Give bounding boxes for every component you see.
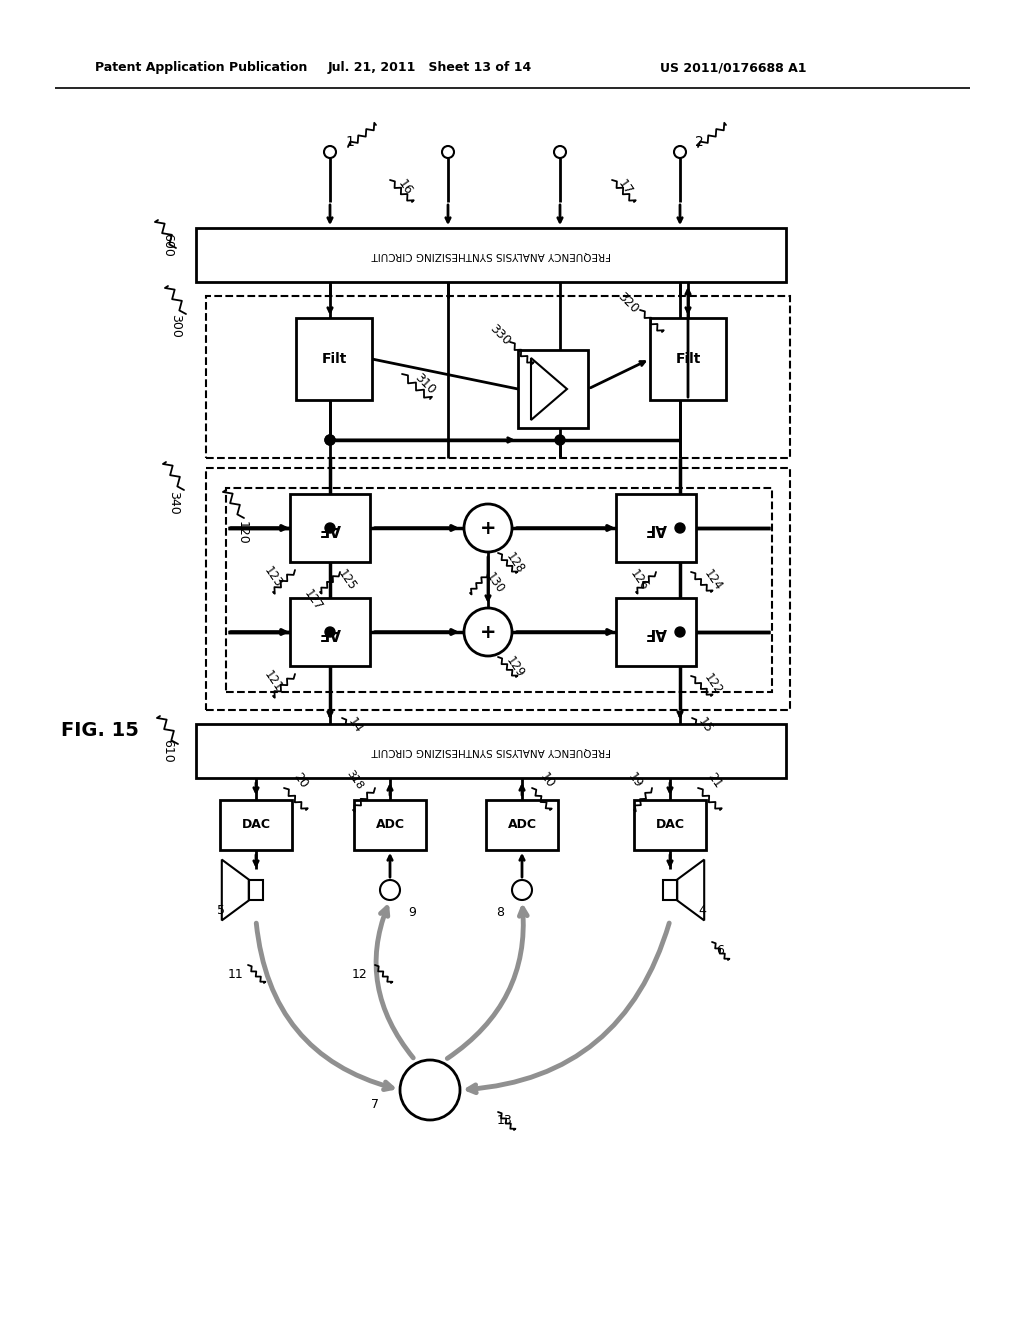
Text: 123: 123 <box>261 564 285 590</box>
Bar <box>296 318 372 400</box>
Bar <box>290 598 370 667</box>
Text: 128: 128 <box>503 550 526 576</box>
Text: FREQUENCY ANALYSIS SYNTHESIZING CIRCUIT: FREQUENCY ANALYSIS SYNTHESIZING CIRCUIT <box>372 746 610 756</box>
Text: 1: 1 <box>345 135 354 149</box>
Bar <box>663 879 677 900</box>
Text: 8: 8 <box>496 906 504 919</box>
Text: AF: AF <box>318 520 341 536</box>
Bar <box>220 800 292 850</box>
Circle shape <box>675 523 685 533</box>
Text: 9: 9 <box>408 906 416 919</box>
Text: 17: 17 <box>615 177 635 197</box>
Text: Jul. 21, 2011   Sheet 13 of 14: Jul. 21, 2011 Sheet 13 of 14 <box>328 62 532 74</box>
Text: US 2011/0176688 A1: US 2011/0176688 A1 <box>660 62 807 74</box>
Text: 130: 130 <box>483 570 507 595</box>
Text: AF: AF <box>645 624 667 639</box>
Bar <box>196 228 786 282</box>
Text: 11: 11 <box>228 969 244 982</box>
Text: 16: 16 <box>395 177 415 197</box>
Text: 318: 318 <box>345 768 365 792</box>
Text: 122: 122 <box>701 671 725 697</box>
Text: 129: 129 <box>503 653 526 680</box>
Text: 300: 300 <box>170 314 182 338</box>
Circle shape <box>324 147 336 158</box>
Circle shape <box>675 627 685 638</box>
Circle shape <box>512 880 532 900</box>
Text: 2: 2 <box>695 135 703 149</box>
Text: AF: AF <box>318 624 341 639</box>
Bar <box>226 488 772 692</box>
Bar <box>249 879 263 900</box>
Bar <box>354 800 426 850</box>
Text: FIG. 15: FIG. 15 <box>61 721 139 739</box>
Text: Filt: Filt <box>675 352 700 366</box>
Circle shape <box>464 609 512 656</box>
Text: 13: 13 <box>497 1114 513 1126</box>
Bar <box>486 800 558 850</box>
Circle shape <box>554 147 566 158</box>
Text: 7: 7 <box>371 1098 379 1111</box>
Text: Patent Application Publication: Patent Application Publication <box>95 62 307 74</box>
Bar <box>206 296 790 458</box>
Text: 600: 600 <box>162 234 174 257</box>
Bar <box>290 494 370 562</box>
Circle shape <box>325 627 335 638</box>
Text: 21: 21 <box>705 770 725 791</box>
Text: +: + <box>480 519 497 537</box>
Circle shape <box>464 504 512 552</box>
Circle shape <box>555 436 565 445</box>
Text: FREQUENCY ANALYSIS SYNTHESIZING CIRCUIT: FREQUENCY ANALYSIS SYNTHESIZING CIRCUIT <box>372 249 610 260</box>
Text: 125: 125 <box>335 568 358 593</box>
Text: AF: AF <box>645 520 667 536</box>
Circle shape <box>400 1060 460 1119</box>
Text: 19: 19 <box>626 770 645 791</box>
Text: 120: 120 <box>236 521 249 545</box>
Text: 12: 12 <box>352 969 368 982</box>
Circle shape <box>325 436 335 445</box>
Text: 320: 320 <box>615 290 641 315</box>
Text: ADC: ADC <box>508 818 537 832</box>
Text: 15: 15 <box>695 714 715 735</box>
Text: 4: 4 <box>698 903 706 916</box>
Circle shape <box>442 147 454 158</box>
Bar <box>616 494 696 562</box>
Text: 6: 6 <box>716 944 724 957</box>
Text: 126: 126 <box>628 568 651 593</box>
Text: 124: 124 <box>701 568 725 593</box>
Text: 310: 310 <box>412 371 438 397</box>
Text: 14: 14 <box>345 715 365 735</box>
Text: 10: 10 <box>537 770 557 791</box>
Text: +: + <box>480 623 497 642</box>
Text: 5: 5 <box>217 903 225 916</box>
Bar <box>196 723 786 777</box>
Text: Filt: Filt <box>322 352 347 366</box>
Text: 340: 340 <box>168 491 180 515</box>
Text: 127: 127 <box>301 587 325 612</box>
Text: 610: 610 <box>162 739 174 763</box>
Circle shape <box>674 147 686 158</box>
Text: DAC: DAC <box>242 818 270 832</box>
Bar <box>650 318 726 400</box>
Bar <box>518 350 588 428</box>
Bar <box>634 800 706 850</box>
Text: 20: 20 <box>291 770 310 791</box>
Text: 330: 330 <box>487 322 513 348</box>
Circle shape <box>325 523 335 533</box>
Text: DAC: DAC <box>655 818 684 832</box>
Bar <box>616 598 696 667</box>
Bar <box>206 469 790 710</box>
Circle shape <box>325 436 335 445</box>
Circle shape <box>380 880 400 900</box>
Text: ADC: ADC <box>376 818 404 832</box>
Text: 121: 121 <box>261 668 285 694</box>
